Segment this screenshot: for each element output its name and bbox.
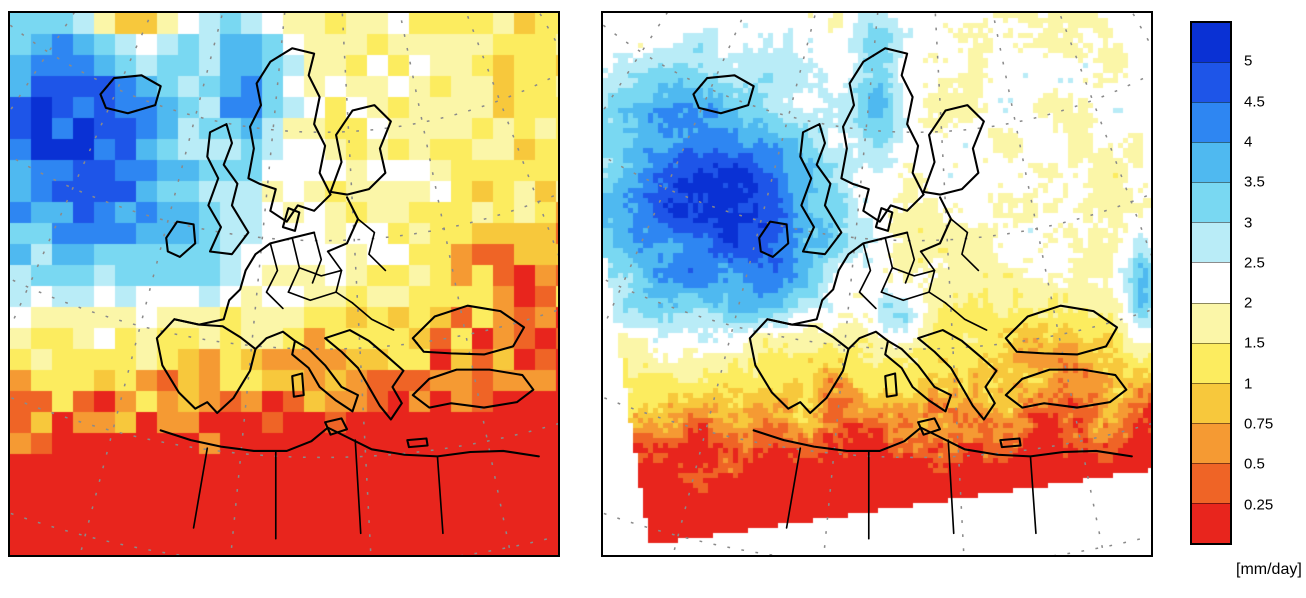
colorbar-segment	[1192, 382, 1230, 423]
colorbar-tick-label: 4.5	[1244, 93, 1265, 111]
colorbar-tick-labels: 5 4.5 4 3.5 3 2.5 2 1.5 1 0.75 0.5 0.25	[1244, 21, 1304, 545]
colorbar-segment	[1192, 62, 1230, 103]
map-panel-left	[8, 11, 560, 557]
colorbar-tick-label: 2	[1244, 294, 1253, 312]
coastline-overlay-left	[10, 13, 558, 555]
colorbar-segment	[1192, 462, 1230, 503]
colorbar	[1190, 21, 1232, 545]
map-canvas-right	[603, 13, 1151, 555]
colorbar-segment	[1192, 182, 1230, 223]
colorbar-tick-label: 3.5	[1244, 173, 1265, 191]
colorbar-tick-label: 3	[1244, 214, 1253, 232]
colorbar-tick-label: 4	[1244, 133, 1253, 151]
colorbar-segment	[1192, 422, 1230, 463]
colorbar-units-label: [mm/day]	[1236, 561, 1302, 578]
coastline-overlay-right	[603, 13, 1151, 555]
colorbar-tick-label: 5	[1244, 52, 1253, 70]
colorbar-segment	[1192, 342, 1230, 383]
colorbar-tick-label: 1.5	[1244, 334, 1265, 352]
colorbar-segment	[1192, 23, 1230, 63]
colorbar-tick-label: 0.75	[1244, 415, 1274, 433]
colorbar-segment	[1192, 502, 1230, 544]
colorbar-segment	[1192, 142, 1230, 183]
colorbar-segments	[1192, 23, 1230, 544]
colorbar-tick-label: 0.25	[1244, 496, 1274, 514]
colorbar-segment	[1192, 262, 1230, 303]
colorbar-segment	[1192, 102, 1230, 143]
colorbar-tick-label: 0.5	[1244, 455, 1265, 473]
colorbar-tick-label: 1	[1244, 375, 1253, 393]
colorbar-tick-label: 2.5	[1244, 254, 1265, 272]
map-canvas-left	[10, 13, 558, 555]
colorbar-segment	[1192, 222, 1230, 263]
map-panel-right	[601, 11, 1153, 557]
colorbar-segment	[1192, 302, 1230, 343]
